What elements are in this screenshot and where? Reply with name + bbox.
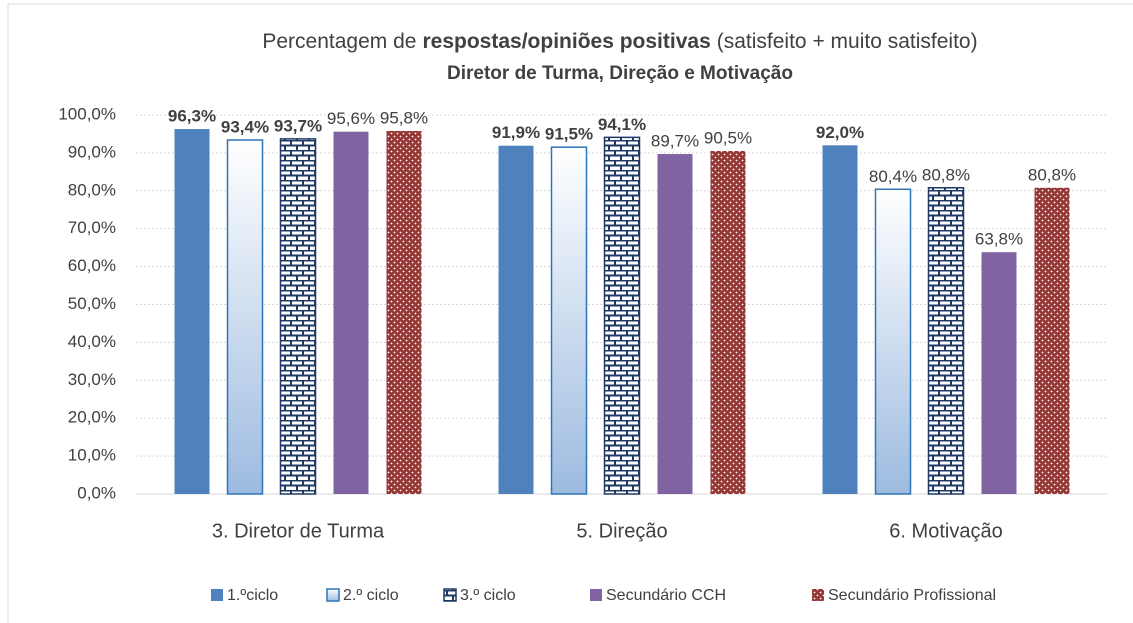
bar	[550, 146, 588, 495]
y-tick-label: 20,0%	[68, 408, 116, 427]
title-part: Percentagem de	[262, 30, 416, 53]
bar	[498, 145, 534, 494]
value-label: 91,5%	[545, 125, 593, 144]
value-label: 80,8%	[1028, 165, 1076, 184]
bar	[279, 138, 317, 495]
chart-subtitle: Diretor de Turma, Direção e Motivação	[447, 63, 793, 84]
y-tick-label: 90,0%	[68, 142, 116, 161]
y-tick-label: 50,0%	[68, 294, 116, 313]
bar	[874, 188, 912, 495]
value-label: 80,4%	[869, 167, 917, 186]
legend-label: 2.º ciclo	[343, 587, 399, 604]
bar	[603, 136, 641, 495]
legend-swatch	[812, 589, 824, 601]
bar	[174, 129, 210, 494]
chart-frame	[7, 3, 1133, 623]
legend-swatch	[590, 589, 602, 601]
y-tick-label: 100,0%	[58, 104, 116, 123]
value-label: 80,8%	[922, 165, 970, 184]
legend-label: 3.º ciclo	[460, 587, 516, 604]
value-label: 63,8%	[975, 230, 1023, 249]
y-tick-label: 0,0%	[77, 483, 116, 502]
x-tick-label: 3. Diretor de Turma	[212, 520, 385, 542]
value-label: 95,6%	[327, 109, 375, 128]
y-tick-label: 10,0%	[68, 446, 116, 465]
legend-swatch	[211, 589, 223, 601]
y-tick-label: 40,0%	[68, 332, 116, 351]
legend-label: Secundário CCH	[606, 587, 726, 604]
chart-title: Percentagem de respostas/opiniões positiv…	[262, 30, 977, 53]
bar	[333, 131, 369, 494]
value-label: 93,4%	[221, 117, 269, 136]
bar	[226, 139, 264, 495]
title-part: respostas/opiniões positivas	[422, 30, 710, 53]
y-tick-label: 70,0%	[68, 218, 116, 237]
value-label: 93,7%	[274, 116, 322, 135]
bar	[710, 151, 746, 494]
bar	[386, 130, 422, 494]
value-label: 90,5%	[704, 128, 752, 147]
value-label: 95,8%	[380, 108, 428, 127]
legend-swatch	[326, 588, 340, 602]
y-tick-label: 80,0%	[68, 180, 116, 199]
bar	[1034, 187, 1070, 494]
bar	[822, 145, 858, 494]
bar	[981, 252, 1017, 494]
legend-label: Secundário Profissional	[828, 587, 996, 604]
value-label: 94,1%	[598, 115, 646, 134]
y-tick-label: 60,0%	[68, 256, 116, 275]
legend-label: 1.ºciclo	[227, 587, 278, 604]
value-label: 91,9%	[492, 123, 540, 142]
bar	[657, 154, 693, 495]
y-tick-label: 30,0%	[68, 370, 116, 389]
value-label: 92,0%	[816, 123, 864, 142]
title-part: (satisfeito + muito satisfeito)	[717, 30, 978, 53]
x-tick-label: 5. Direção	[576, 520, 667, 542]
value-label: 96,3%	[168, 107, 216, 126]
x-tick-label: 6. Motivação	[889, 520, 1002, 542]
legend-swatch	[443, 588, 457, 602]
bar	[927, 187, 965, 495]
value-label: 89,7%	[651, 132, 699, 151]
